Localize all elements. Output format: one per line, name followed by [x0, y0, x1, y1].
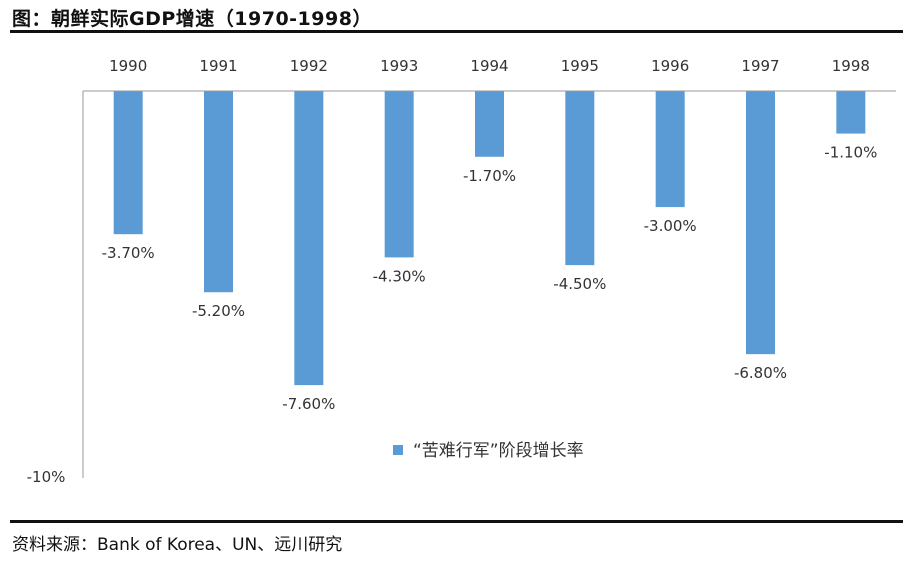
- bottom-divider: [10, 520, 903, 523]
- legend-label: “苦难行军”阶段增长率: [413, 441, 584, 461]
- value-label-1994: -1.70%: [463, 167, 516, 185]
- value-label-1991: -5.20%: [192, 302, 245, 320]
- value-label-1993: -4.30%: [373, 267, 426, 285]
- bar-1997: [746, 91, 775, 355]
- value-label-1992: -7.60%: [282, 395, 335, 413]
- x-tick-label-1995: 1995: [561, 57, 599, 75]
- bar-1991: [204, 91, 233, 293]
- source-note: 资料来源：Bank of Korea、UN、远川研究: [12, 535, 343, 555]
- value-label-1997: -6.80%: [734, 364, 787, 382]
- value-label-group: -3.70% -5.20% -7.60% -4.30% -1.70% -4.50% -3.0…: [102, 144, 878, 414]
- bar-1996: [655, 91, 685, 208]
- bar-chart: -3.70% -5.20% -7.60% -4.30% -1.70% -4.50% -3.0…: [27, 57, 896, 486]
- bar-1998: [836, 91, 866, 134]
- x-tick-label-1997: 1997: [741, 57, 779, 75]
- value-label-1990: -3.70%: [102, 244, 155, 262]
- legend: “苦难行军”阶段增长率: [393, 441, 584, 461]
- x-tick-label-1991: 1991: [199, 57, 237, 75]
- chart-title: 图：朝鲜实际GDP增速（1970-1998）: [12, 8, 372, 30]
- y-tick-label-min: -10%: [27, 468, 66, 486]
- bar-group: [113, 91, 866, 386]
- x-tick-group: 1990 1991 1992 1993 1994 1995 1996 1997 1998: [109, 57, 870, 75]
- x-tick-label-1992: 1992: [290, 57, 328, 75]
- value-label-1996: -3.00%: [644, 217, 697, 235]
- x-tick-label-1993: 1993: [380, 57, 418, 75]
- x-tick-label-1994: 1994: [470, 57, 508, 75]
- bar-1993: [384, 91, 414, 258]
- x-tick-label-1990: 1990: [109, 57, 147, 75]
- x-tick-label-1996: 1996: [651, 57, 689, 75]
- value-label-1998: -1.10%: [824, 144, 877, 162]
- top-divider: [10, 30, 903, 33]
- bar-1992: [294, 91, 324, 386]
- x-tick-label-1998: 1998: [832, 57, 870, 75]
- legend-swatch: [393, 445, 403, 455]
- bar-1994: [475, 91, 504, 157]
- bar-1995: [565, 91, 595, 266]
- bar-1990: [113, 91, 143, 235]
- value-label-1995: -4.50%: [553, 275, 606, 293]
